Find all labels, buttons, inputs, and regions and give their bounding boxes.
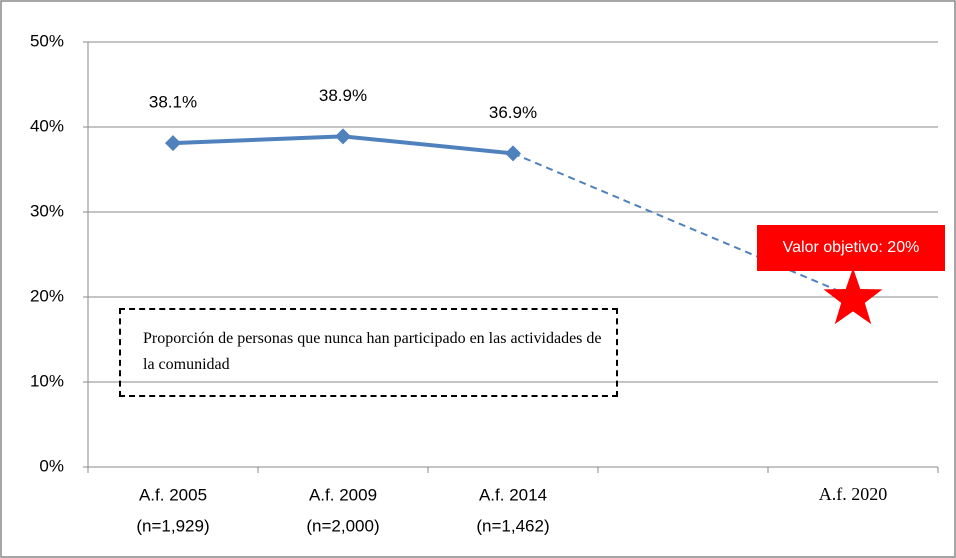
y-tick-label: 0% bbox=[39, 456, 64, 475]
x-tick-label: A.f. 2014 bbox=[479, 485, 547, 504]
projection-line bbox=[512, 152, 854, 298]
y-tick-label: 50% bbox=[30, 31, 64, 50]
annotation-box: Proporción de personas que nunca han par… bbox=[119, 308, 618, 397]
x-tick-label: A.f. 2009 bbox=[309, 485, 377, 504]
x-tick-label: A.f. 2020 bbox=[819, 484, 888, 504]
y-tick-label: 30% bbox=[30, 201, 64, 220]
x-tick-note: (n=1,462) bbox=[476, 516, 549, 535]
target-marker bbox=[823, 268, 883, 325]
x-tick-note: (n=1,929) bbox=[136, 516, 209, 535]
value-label: 38.1% bbox=[149, 93, 197, 112]
value-label: 36.9% bbox=[489, 103, 537, 122]
data-point bbox=[165, 135, 181, 152]
x-tick-note: (n=2,000) bbox=[306, 516, 379, 535]
data-point bbox=[335, 128, 351, 145]
y-tick-label: 10% bbox=[30, 371, 64, 390]
y-tick-label: 40% bbox=[30, 116, 64, 135]
target-label: Valor objetivo: 20% bbox=[757, 225, 945, 271]
data-point bbox=[505, 145, 521, 162]
value-label: 38.9% bbox=[319, 86, 367, 105]
y-tick-label: 20% bbox=[30, 286, 64, 305]
x-tick-label: A.f. 2005 bbox=[139, 485, 207, 504]
